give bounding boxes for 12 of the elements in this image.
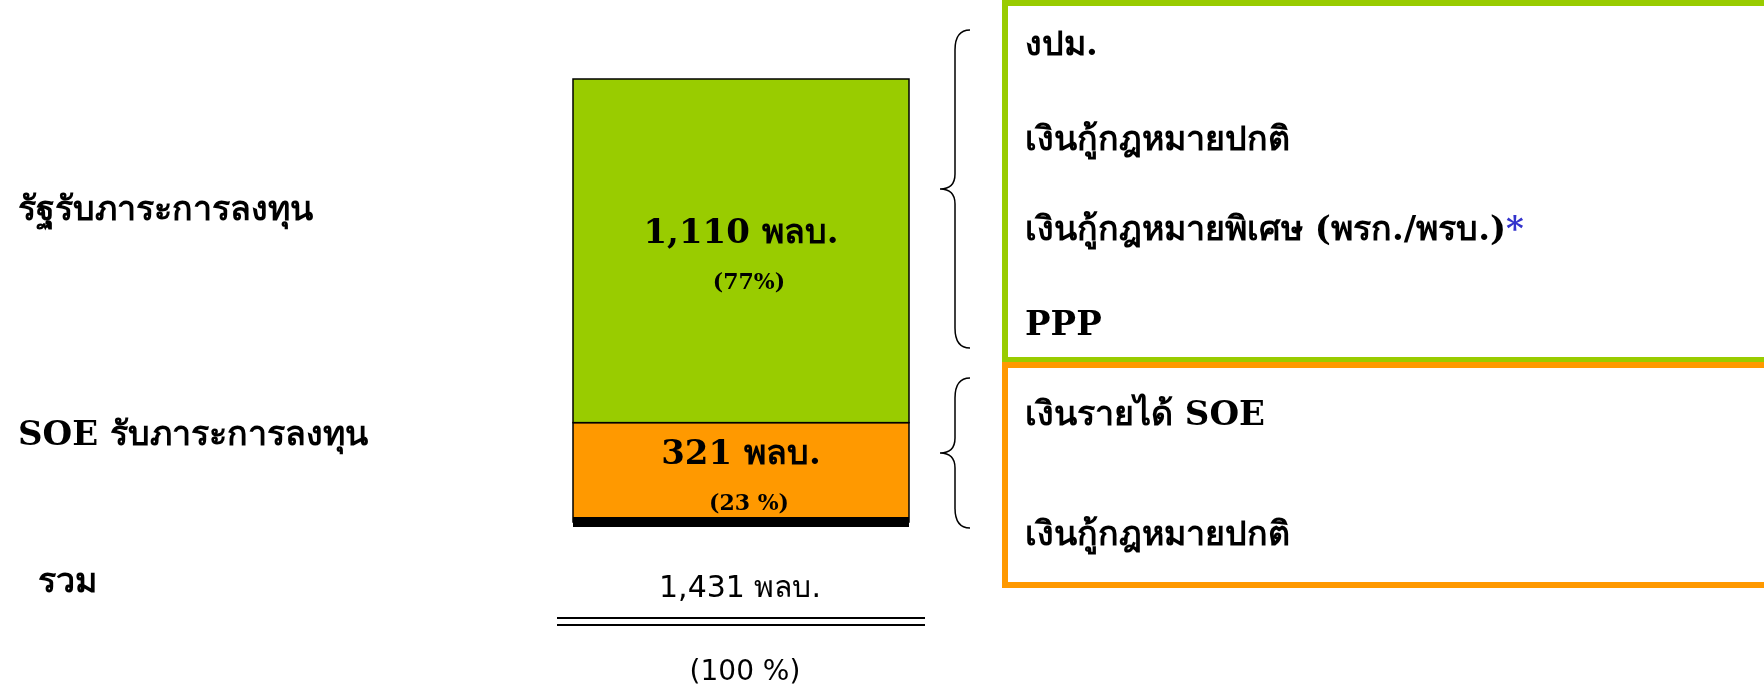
text: เงินกู้กฎหมายปกติ (1025, 513, 1290, 555)
data-label: 321 พลบ. (23 %) (661, 432, 821, 516)
text: งปม. (1025, 23, 1098, 63)
text: เงินกู้กฎหมายพิเศษ (พรก./พรบ.)* (1025, 208, 1525, 250)
text: PPP (1025, 303, 1102, 343)
text: 1,431 พลบ. (100 %) (659, 569, 821, 687)
text: เงินกู้กฎหมายปกติ (1025, 118, 1290, 160)
text: รวม (38, 560, 97, 600)
text: เงินรายได้ SOE (1025, 393, 1265, 433)
text: SOE รับภาระการลงทุน (18, 413, 368, 455)
text: รัฐรับภาระการลงทุน (18, 188, 313, 231)
data-label: 1,110 พลบ. (77%) (643, 210, 839, 294)
